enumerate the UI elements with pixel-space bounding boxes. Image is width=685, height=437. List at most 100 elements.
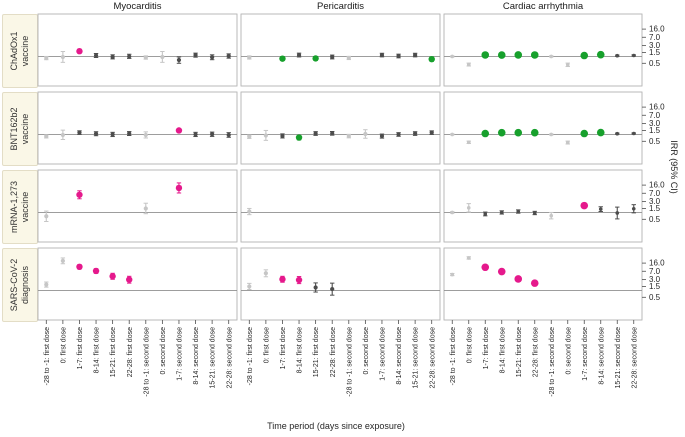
- data-point: [549, 54, 554, 59]
- data-point: [93, 131, 99, 136]
- data-point: [615, 131, 620, 136]
- data-point: [466, 256, 471, 260]
- y-axis-tick-label: 0.5: [649, 215, 661, 224]
- data-point: [499, 210, 504, 215]
- data-point: [279, 276, 286, 283]
- y-axis-tick-label: 1.5: [649, 282, 661, 291]
- data-point: [450, 272, 455, 277]
- x-axis-tick-label: 15-21: first dose: [110, 327, 117, 377]
- y-axis-tick-label: 7.0: [649, 267, 661, 276]
- x-axis-tick-label: 1-7: second dose: [380, 327, 387, 381]
- data-point: [615, 211, 620, 215]
- x-axis-tick-label: -28 to -1: second dose: [143, 327, 150, 397]
- data-point: [497, 51, 506, 59]
- x-axis-tick-label: 15-21: first dose: [313, 327, 320, 377]
- y-axis-tick-label: 1.5: [649, 126, 661, 135]
- data-point: [143, 55, 148, 60]
- data-point: [175, 127, 183, 134]
- x-axis-tick-label: 22-28: first dose: [127, 327, 134, 377]
- data-point: [76, 191, 83, 198]
- data-point: [247, 134, 252, 139]
- data-point: [280, 133, 285, 139]
- data-point: [313, 131, 318, 136]
- y-axis-tick-label: 16.0: [649, 25, 665, 34]
- data-point: [530, 51, 539, 59]
- data-point: [530, 279, 539, 287]
- data-point: [396, 132, 401, 137]
- data-point: [312, 55, 319, 62]
- data-point: [313, 285, 318, 290]
- data-point: [396, 53, 401, 59]
- x-axis-tick-label: 1-7: first dose: [77, 327, 84, 370]
- data-point: [60, 258, 65, 264]
- data-point: [481, 129, 490, 138]
- facet-row-label-bnt162b2-vaccine: BNT162b2 vaccine: [2, 92, 38, 166]
- panel: [37, 91, 238, 165]
- x-axis-tick-label: 1-7: second dose: [177, 327, 184, 381]
- data-point: [330, 286, 335, 292]
- data-point: [514, 128, 523, 137]
- data-point: [330, 131, 335, 136]
- x-axis-tick-label: -28 to -1: first dose: [247, 327, 254, 385]
- x-axis-tick-label: 8-14: first dose: [94, 327, 101, 373]
- data-point: [77, 130, 82, 135]
- x-axis-tick-label: 8-14: second dose: [396, 327, 403, 385]
- x-axis-tick-label: 22-28: second dose: [226, 327, 233, 389]
- data-point: [126, 276, 133, 283]
- data-point: [580, 201, 589, 210]
- x-axis-tick-label: 15-21: second dose: [413, 327, 420, 389]
- data-point: [247, 284, 252, 289]
- data-point: [450, 210, 455, 215]
- data-point: [481, 263, 490, 272]
- y-axis-tick-label: 7.0: [649, 111, 661, 120]
- panel: [240, 13, 441, 87]
- data-point: [596, 128, 605, 137]
- y-axis-title: IRR (95% CI): [669, 140, 679, 194]
- data-point: [580, 51, 589, 60]
- y-axis-tick-label: 3.0: [649, 119, 661, 128]
- y-axis-tick-label: 1.5: [649, 204, 661, 213]
- x-axis-tick-label: 0: second dose: [565, 327, 572, 375]
- x-axis-tick-label: 0: first dose: [60, 327, 67, 363]
- data-point: [247, 209, 252, 214]
- x-axis-title: Time period (days since exposure): [267, 421, 405, 431]
- data-point: [481, 51, 490, 59]
- data-point: [279, 55, 286, 62]
- data-point: [226, 132, 231, 138]
- facet-row-label-sarscov2-diagnosis: SARS-CoV-2 diagnosis: [2, 248, 38, 322]
- data-point: [483, 212, 488, 216]
- data-point: [514, 275, 523, 283]
- x-axis-tick-label: 1-7: second dose: [582, 327, 589, 381]
- x-axis-tick-label: 15-21: second dose: [615, 327, 622, 389]
- facet-col-title-cardiac-arrhythmia: Cardiac arrhythmia: [502, 1, 584, 12]
- facet-col-title-myocarditis: Myocarditis: [113, 1, 162, 12]
- y-axis-tick-label: 0.5: [649, 293, 661, 302]
- data-point: [497, 128, 506, 137]
- data-point: [330, 54, 335, 60]
- x-axis-tick-label: -28 to -1: first dose: [450, 327, 457, 385]
- data-point: [530, 128, 539, 137]
- y-axis-tick-label: 3.0: [649, 197, 661, 206]
- data-point: [615, 53, 620, 58]
- data-point: [247, 55, 252, 60]
- panel: [37, 13, 238, 87]
- panel: [240, 247, 441, 321]
- facet-row-label-mrna1273-vaccine: mRNA-1,273 vaccine: [2, 170, 38, 244]
- x-axis-tick-label: 8-14: second dose: [193, 327, 200, 385]
- data-point: [466, 140, 471, 145]
- data-point: [193, 132, 198, 137]
- x-axis-tick-label: 15-21: second dose: [210, 327, 217, 389]
- facet-col-title-pericarditis: Pericarditis: [317, 1, 364, 12]
- panel: [37, 247, 238, 321]
- data-point: [379, 52, 385, 58]
- data-point: [413, 131, 418, 136]
- x-axis-tick-label: -28 to -1: second dose: [549, 327, 556, 397]
- data-point: [44, 282, 49, 287]
- x-axis-tick-label: 8-14: first dose: [297, 327, 304, 373]
- data-point: [565, 62, 570, 67]
- data-point: [60, 132, 65, 138]
- data-point: [466, 62, 471, 67]
- x-axis-tick-label: 0: second dose: [160, 327, 167, 375]
- y-axis-tick-label: 16.0: [649, 103, 665, 112]
- panel: [443, 247, 643, 321]
